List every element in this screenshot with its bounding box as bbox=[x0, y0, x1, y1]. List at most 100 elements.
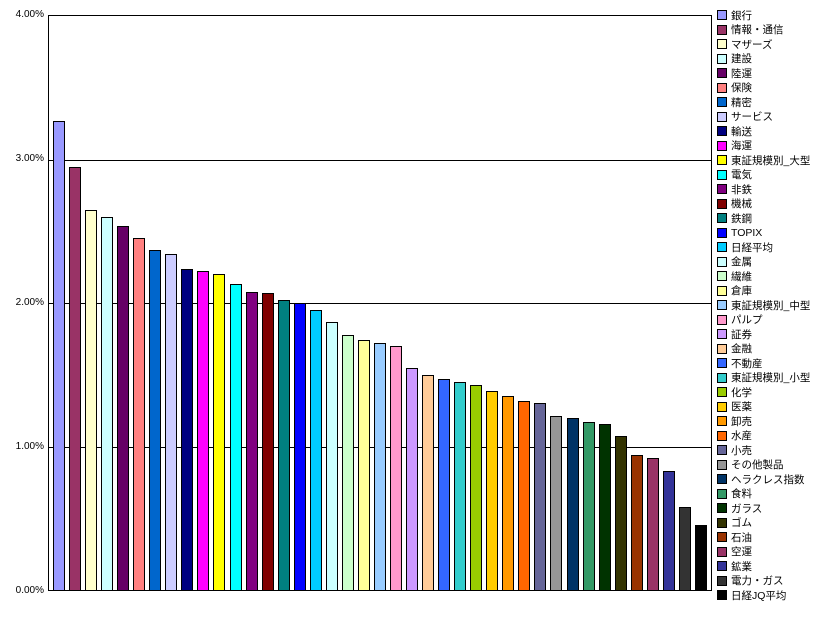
legend-swatch-icon bbox=[717, 227, 727, 238]
legend-swatch-icon bbox=[717, 24, 727, 35]
y-axis-tick-label: 1.00% bbox=[15, 441, 44, 452]
legend-item: 繊維 bbox=[717, 269, 831, 284]
bar bbox=[486, 390, 499, 590]
legend-item: TOPIX bbox=[717, 226, 831, 241]
bar bbox=[502, 396, 515, 590]
bar bbox=[229, 284, 242, 590]
bar bbox=[341, 334, 354, 590]
legend-label: ゴム bbox=[731, 517, 752, 530]
legend-label: マザーズ bbox=[731, 38, 773, 51]
legend-item: 情報・通信 bbox=[717, 23, 831, 38]
legend-item: 水産 bbox=[717, 429, 831, 444]
legend-swatch-icon bbox=[717, 372, 727, 383]
legend-item: 食料 bbox=[717, 487, 831, 502]
legend-item: サービス bbox=[717, 110, 831, 125]
legend-item: 倉庫 bbox=[717, 284, 831, 299]
bar bbox=[454, 381, 467, 590]
bar bbox=[373, 343, 386, 590]
bar bbox=[149, 249, 162, 590]
bar bbox=[406, 367, 419, 590]
legend-label: 金属 bbox=[731, 256, 752, 269]
legend-item: 化学 bbox=[717, 385, 831, 400]
legend-item: 保険 bbox=[717, 81, 831, 96]
legend-label: ヘラクレス指数 bbox=[731, 473, 805, 486]
legend-label: 金融 bbox=[731, 343, 752, 356]
bar bbox=[646, 457, 659, 590]
bar bbox=[245, 291, 258, 590]
legend-label: 銀行 bbox=[731, 9, 752, 22]
bar bbox=[309, 310, 322, 590]
legend-label: 不動産 bbox=[731, 357, 763, 370]
bar bbox=[582, 422, 595, 590]
legend-swatch-icon bbox=[717, 575, 727, 586]
legend-label: サービス bbox=[731, 111, 773, 124]
legend-label: 東証規模別_中型 bbox=[731, 299, 811, 312]
legend-swatch-icon bbox=[717, 430, 727, 441]
legend-label: 食料 bbox=[731, 488, 752, 501]
legend-label: 東証規模別_小型 bbox=[731, 372, 811, 385]
bar bbox=[325, 321, 338, 590]
legend-item: ガラス bbox=[717, 501, 831, 516]
legend-item: 機械 bbox=[717, 197, 831, 212]
legend-label: 空運 bbox=[731, 546, 752, 559]
y-axis-tick-label: 4.00% bbox=[15, 9, 44, 20]
legend-swatch-icon bbox=[717, 184, 727, 195]
bar bbox=[630, 455, 643, 590]
y-axis-tick-label: 2.00% bbox=[15, 297, 44, 308]
legend-swatch-icon bbox=[717, 111, 727, 122]
legend-swatch-icon bbox=[717, 68, 727, 79]
bar bbox=[181, 268, 194, 590]
legend-label: TOPIX bbox=[731, 226, 763, 239]
bar bbox=[614, 436, 627, 590]
legend-label: 建設 bbox=[731, 53, 752, 66]
legend-swatch-icon bbox=[717, 401, 727, 412]
legend-label: 日経JQ平均 bbox=[731, 589, 787, 602]
legend-swatch-icon bbox=[717, 387, 727, 398]
legend-swatch-icon bbox=[717, 82, 727, 93]
legend-label: 輸送 bbox=[731, 125, 752, 138]
bar bbox=[534, 403, 547, 590]
legend-item: 電気 bbox=[717, 168, 831, 183]
legend-swatch-icon bbox=[717, 503, 727, 514]
bar bbox=[261, 292, 274, 590]
legend-item: 輸送 bbox=[717, 124, 831, 139]
bar bbox=[518, 400, 531, 590]
legend-label: 非鉄 bbox=[731, 183, 752, 196]
bar bbox=[213, 274, 226, 590]
legend-swatch-icon bbox=[717, 126, 727, 137]
legend-swatch-icon bbox=[717, 488, 727, 499]
legend-label: 医薬 bbox=[731, 401, 752, 414]
legend-swatch-icon bbox=[717, 445, 727, 456]
legend-label: ガラス bbox=[731, 502, 763, 515]
legend-label: 化学 bbox=[731, 386, 752, 399]
legend-swatch-icon bbox=[717, 590, 727, 601]
y-axis-tick-label: 3.00% bbox=[15, 153, 44, 164]
legend-label: 東証規模別_大型 bbox=[731, 154, 811, 167]
legend-item: 東証規模別_小型 bbox=[717, 371, 831, 386]
legend-swatch-icon bbox=[717, 314, 727, 325]
legend-item: 卸売 bbox=[717, 414, 831, 429]
legend-label: 海運 bbox=[731, 140, 752, 153]
legend-item: 小売 bbox=[717, 443, 831, 458]
legend-item: 精密 bbox=[717, 95, 831, 110]
legend-label: 水産 bbox=[731, 430, 752, 443]
bar bbox=[277, 300, 290, 590]
legend-item: 電力・ガス bbox=[717, 574, 831, 589]
legend-item: パルプ bbox=[717, 313, 831, 328]
legend-label: 電気 bbox=[731, 169, 752, 182]
bar-series bbox=[49, 16, 711, 590]
legend-label: 電力・ガス bbox=[731, 575, 784, 588]
legend-item: 空運 bbox=[717, 545, 831, 560]
legend-swatch-icon bbox=[717, 155, 727, 166]
legend-swatch-icon bbox=[717, 256, 727, 267]
legend-label: 証券 bbox=[731, 328, 752, 341]
legend-label: その他製品 bbox=[731, 459, 784, 472]
legend-label: 小売 bbox=[731, 444, 752, 457]
legend-item: 医薬 bbox=[717, 400, 831, 415]
legend-item: 東証規模別_大型 bbox=[717, 153, 831, 168]
bar bbox=[197, 271, 210, 590]
legend-item: 海運 bbox=[717, 139, 831, 154]
legend-item: 銀行 bbox=[717, 8, 831, 23]
legend-item: 建設 bbox=[717, 52, 831, 67]
legend-item: 金属 bbox=[717, 255, 831, 270]
